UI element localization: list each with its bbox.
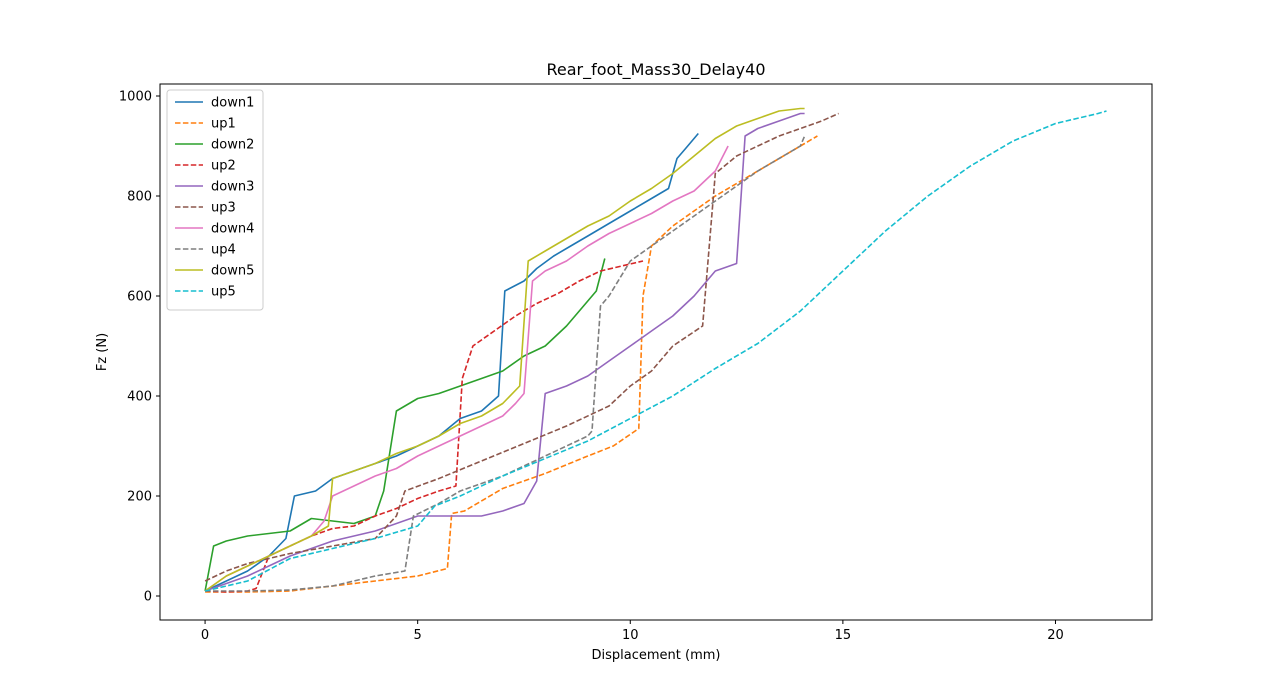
legend-label-down2: down2	[211, 138, 254, 153]
y-tick-label: 600	[127, 290, 152, 305]
plot-area	[204, 107, 1107, 593]
legend-label-down4: down4	[211, 222, 254, 237]
y-axis-label: Fz (N)	[95, 333, 110, 371]
y-tick-label: 0	[144, 590, 152, 605]
x-tick-label: 15	[835, 628, 852, 643]
x-tick-label: 5	[414, 628, 422, 643]
series-line-up3	[204, 112, 839, 582]
x-tick-label: 0	[201, 628, 209, 643]
y-tick-label: 200	[127, 490, 152, 505]
series-line-down1	[204, 132, 699, 592]
series-line-up2	[205, 260, 644, 593]
x-tick-label: 20	[1047, 628, 1064, 643]
series-line-up4	[205, 135, 806, 592]
series-line-down3	[204, 112, 805, 592]
legend: down1 up1 down2 up2 down3 up3 down4 up4 down5 up5	[166, 89, 264, 311]
series-line-down2	[204, 258, 606, 592]
y-tick-label: 800	[127, 190, 152, 205]
series-line-down5	[204, 107, 805, 592]
series-line-up1	[205, 135, 818, 593]
legend-label-down1: down1	[211, 96, 254, 111]
legend-label-up3: up3	[211, 201, 236, 216]
legend-label-up1: up1	[211, 117, 236, 132]
y-axis: 0 200 400 600 800 1000	[119, 90, 160, 605]
legend-label-up4: up4	[211, 243, 236, 258]
x-tick-label: 10	[622, 628, 639, 643]
legend-label-down3: down3	[211, 180, 254, 195]
plot-frame	[159, 83, 1153, 621]
legend-box	[166, 89, 264, 311]
legend-label-up5: up5	[211, 285, 236, 300]
y-tick-label: 400	[127, 390, 152, 405]
x-axis: 0 5 10 15 20	[201, 620, 1064, 643]
chart-title: Rear_foot_Mass30_Delay40	[547, 60, 766, 80]
legend-label-up2: up2	[211, 159, 236, 174]
legend-label-down5: down5	[211, 264, 254, 279]
y-tick-label: 1000	[119, 90, 152, 105]
series-line-up5	[204, 110, 1107, 592]
x-axis-label: Displacement (mm)	[592, 648, 721, 663]
